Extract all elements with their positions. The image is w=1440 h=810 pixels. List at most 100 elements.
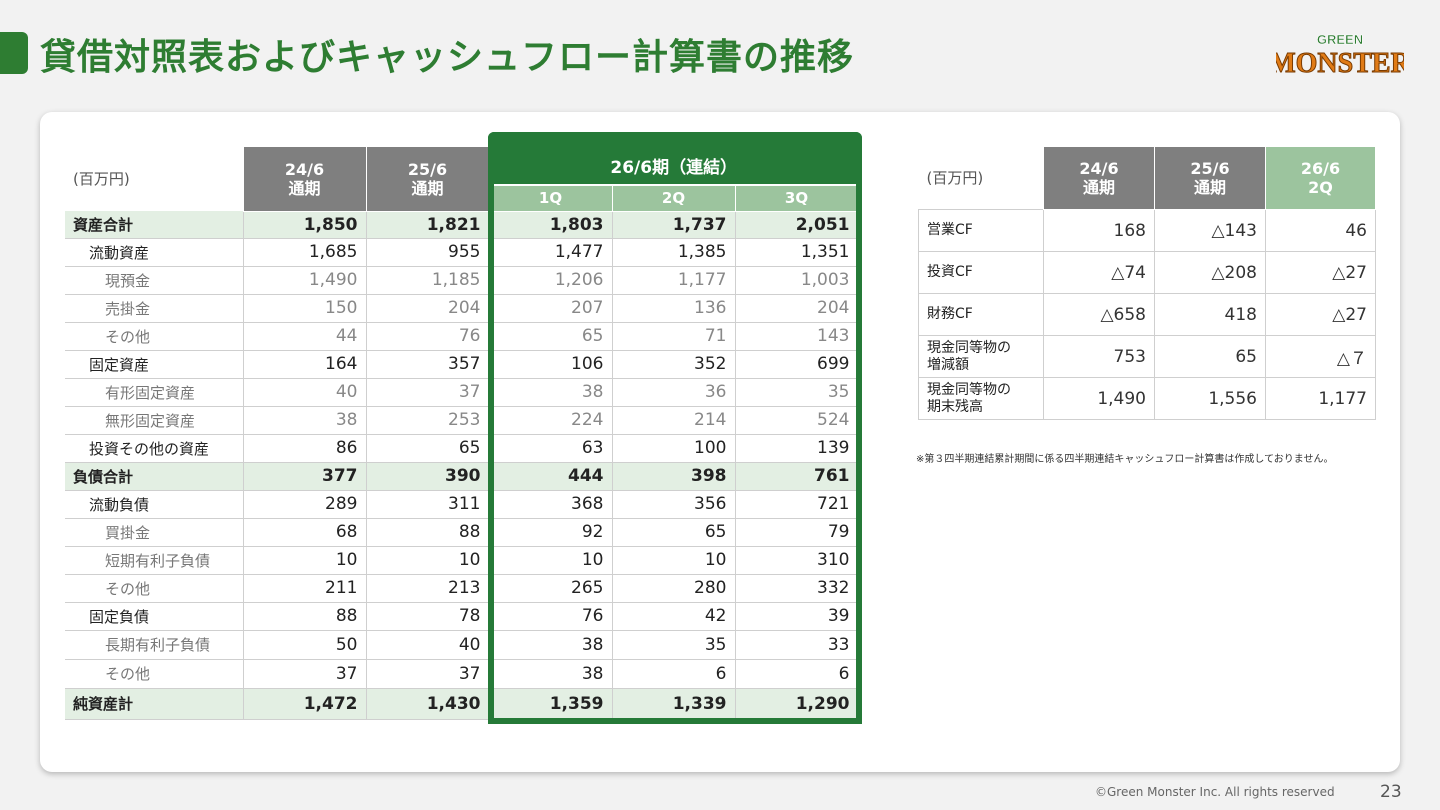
bs-cell: 68 (243, 518, 367, 547)
cf-cell: △658 (1043, 293, 1155, 336)
bs-cell: 1,003 (735, 266, 859, 295)
logo-line2: MONSTER (1276, 48, 1404, 79)
bs-cell: 38 (243, 406, 367, 435)
bs-cell: 265 (489, 574, 613, 603)
bs-cell: 1,477 (489, 238, 613, 267)
cf-cell: △７ (1265, 335, 1376, 378)
cf-cell: 1,556 (1154, 377, 1266, 420)
bs-row: その他 44 76 65 71 143 (65, 322, 859, 351)
bs-cell: 289 (243, 490, 367, 519)
cash-flow-footnote: ※第３四半期連結累計期間に係る四半期連結キャッシュフロー計算書は作成しておりませ… (916, 454, 1334, 465)
bs-cell: 1,290 (735, 688, 859, 720)
bs-cell: 106 (489, 350, 613, 379)
bs-cell: 1,472 (243, 688, 367, 720)
page-title: 貸借対照表およびキャッシュフロー計算書の推移 (40, 37, 855, 78)
cf-row-label-line: 現金同等物の (927, 339, 1011, 356)
bs-cell: 211 (243, 574, 367, 603)
bs-cell: 143 (735, 322, 859, 351)
bs-header-24-6: 24/6 通期 (242, 146, 367, 212)
bs-row: 流動負債 289 311 368 356 721 (65, 490, 859, 519)
bs-cell: 92 (489, 518, 613, 547)
bs-cell: 398 (612, 462, 736, 491)
bs-cell: 78 (366, 602, 490, 631)
bs-cell: 10 (612, 546, 736, 575)
bs-row-label: 負債合計 (65, 462, 244, 491)
bs-row-label: 無形固定資産 (65, 406, 244, 435)
bs-cell: 39 (735, 602, 859, 631)
bs-row: 負債合計 377 390 444 398 761 (65, 462, 859, 491)
cf-cell: 1,490 (1043, 377, 1155, 420)
bs-cell: 214 (612, 406, 736, 435)
bs-cell: 1,850 (243, 211, 367, 239)
cf-row: 現金同等物の 増減額 753 65 △７ (918, 335, 1376, 378)
bs-cell: 1,821 (366, 211, 490, 239)
bs-row: 短期有利子負債 10 10 10 10 310 (65, 546, 859, 575)
cf-row: 財務CF △658 418 △27 (918, 293, 1376, 336)
cf-cell: △74 (1043, 251, 1155, 294)
cf-row-label: 現金同等物の 期末残高 (918, 377, 1044, 420)
cf-header-25-6: 25/6 通期 (1154, 146, 1266, 210)
bs-cell: 368 (489, 490, 613, 519)
bs-row: その他 211 213 265 280 332 (65, 574, 859, 603)
bs-row-label: 売掛金 (65, 294, 244, 323)
bs-row: 資産合計 1,850 1,821 1,803 1,737 2,051 (65, 211, 859, 239)
bs-row-label: 純資産計 (65, 688, 244, 720)
bs-row-label: 長期有利子負債 (65, 630, 244, 660)
bs-row: 流動資産 1,685 955 1,477 1,385 1,351 (65, 238, 859, 267)
bs-cell: 88 (366, 518, 490, 547)
bs-cell: 38 (489, 659, 613, 689)
bs-cell: 76 (489, 602, 613, 631)
bs-cell: 2,051 (735, 211, 859, 239)
bs-cell: 40 (243, 378, 367, 407)
bs-cell: 10 (243, 546, 367, 575)
cf-row-label: 財務CF (918, 293, 1044, 336)
bs-cell: 311 (366, 490, 490, 519)
cf-row-label-line: 投資CF (927, 264, 973, 280)
bs-row: 投資その他の資産 86 65 63 100 139 (65, 434, 859, 463)
bs-row: 無形固定資産 38 253 224 214 524 (65, 406, 859, 435)
cf-cell: 753 (1043, 335, 1155, 378)
cf-header-24-6: 24/6 通期 (1043, 146, 1155, 210)
cf-row-label: 営業CF (918, 209, 1044, 252)
cf-cell: 168 (1043, 209, 1155, 252)
cf-cell: △27 (1265, 251, 1376, 294)
bs-row-label: 流動資産 (65, 238, 244, 267)
bs-row: その他 37 37 38 6 6 (65, 659, 859, 689)
bs-cell: 38 (489, 630, 613, 660)
page-number: 23 (1380, 782, 1402, 802)
bs-cell: 204 (366, 294, 490, 323)
bs-cell: 1,430 (366, 688, 490, 720)
bs-header-3q: 3Q (734, 184, 859, 212)
bs-row: 純資産計 1,472 1,430 1,359 1,339 1,290 (65, 688, 859, 720)
bs-cell: 699 (735, 350, 859, 379)
bs-cell: 65 (489, 322, 613, 351)
bs-cell: 100 (612, 434, 736, 463)
bs-cell: 1,385 (612, 238, 736, 267)
bs-row-label: 資産合計 (65, 211, 244, 239)
bs-row-label: 買掛金 (65, 518, 244, 547)
bs-cell: 721 (735, 490, 859, 519)
bs-row-label: 有形固定資産 (65, 378, 244, 407)
bs-cell: 1,351 (735, 238, 859, 267)
cf-row-label-line: 期末残高 (927, 398, 983, 415)
bs-cell: 332 (735, 574, 859, 603)
bs-cell: 207 (489, 294, 613, 323)
bs-row: 売掛金 150 204 207 136 204 (65, 294, 859, 323)
bs-cell: 6 (735, 659, 859, 689)
bs-cell: 88 (243, 602, 367, 631)
bs-header-25-6: 25/6 通期 (365, 146, 490, 212)
bs-cell: 224 (489, 406, 613, 435)
bs-cell: 1,737 (612, 211, 736, 239)
bs-cell: 280 (612, 574, 736, 603)
bs-row-label: その他 (65, 574, 244, 603)
bs-cell: 136 (612, 294, 736, 323)
bs-row: 現預金 1,490 1,185 1,206 1,177 1,003 (65, 266, 859, 295)
bs-cell: 37 (366, 378, 490, 407)
bs-cell: 35 (612, 630, 736, 660)
bs-row: 買掛金 68 88 92 65 79 (65, 518, 859, 547)
logo-line1: GREEN (1317, 32, 1363, 47)
title-accent-bar (0, 32, 28, 74)
cf-row-label: 投資CF (918, 251, 1044, 294)
bs-cell: 71 (612, 322, 736, 351)
cf-cell: 1,177 (1265, 377, 1376, 420)
